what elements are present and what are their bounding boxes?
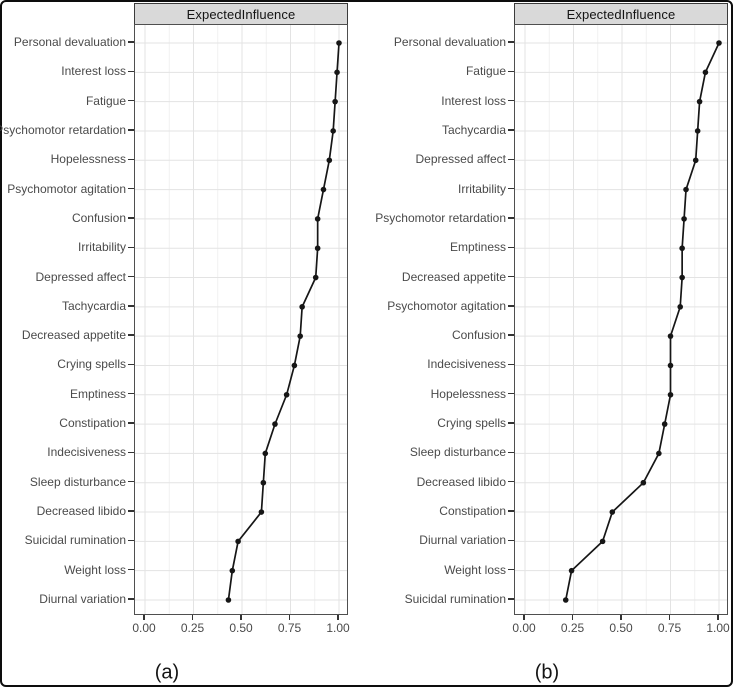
data-point (667, 391, 674, 398)
data-point (326, 157, 333, 164)
x-axis-tick (668, 615, 671, 620)
y-axis-label: Fatigue (465, 64, 506, 79)
x-axis-label: 0.00 (512, 621, 536, 635)
data-point (694, 128, 701, 134)
data-point (283, 391, 290, 398)
data-point (667, 333, 674, 339)
y-axis-label: Weight loss (444, 562, 506, 577)
y-axis-label: Confusion (451, 328, 506, 343)
data-point (312, 274, 319, 281)
y-axis-label: Crying spells (437, 416, 506, 431)
data-point (291, 362, 298, 369)
data-point (716, 40, 722, 46)
x-axis-tick (717, 615, 719, 620)
data-point (332, 98, 338, 105)
plot-panel (514, 24, 728, 615)
y-axis-label: Irritability (457, 181, 506, 196)
data-point (260, 479, 267, 486)
data-point (681, 216, 687, 222)
centrality-line (564, 42, 720, 601)
data-point (334, 69, 340, 76)
data-point (262, 450, 269, 457)
facet-strip: ExpectedInfluence (514, 3, 728, 25)
data-point (692, 157, 699, 164)
data-point (272, 421, 278, 427)
x-axis-tick (620, 615, 622, 620)
data-point (677, 304, 683, 310)
data-point (299, 304, 305, 310)
y-axis-label: Interest loss (441, 93, 506, 108)
data-point (330, 128, 336, 134)
data-point (679, 245, 685, 252)
data-point (568, 567, 575, 574)
data-point (656, 450, 662, 457)
data-point (667, 362, 674, 369)
y-axis-label: Constipation (439, 504, 506, 519)
data-point (609, 509, 616, 515)
data-point (229, 567, 236, 574)
facet-strip: ExpectedInfluence (134, 3, 348, 25)
y-axis-label: Indecisiveness (427, 357, 506, 372)
y-axis-label: Suicidal rumination (404, 592, 506, 606)
facet-strip-title: ExpectedInfluence (566, 6, 676, 22)
data-point (225, 597, 232, 603)
data-point (314, 216, 321, 222)
centrality-line (227, 42, 340, 601)
plot-panel (134, 24, 348, 615)
data-point (297, 333, 303, 339)
subfigure-caption-b: (b) (534, 661, 560, 684)
data-point (258, 509, 265, 515)
data-point (314, 245, 321, 252)
subfigure-caption-a: (a) (154, 661, 180, 684)
y-axis-label: Decreased appetite (401, 269, 506, 284)
y-axis-label: Depressed affect (415, 152, 507, 167)
y-axis-label: Hopelessness (430, 386, 506, 401)
data-point (679, 274, 685, 281)
data-point (640, 479, 647, 486)
data-point (599, 538, 606, 545)
data-point (702, 69, 709, 76)
x-axis-label: 1.00 (706, 621, 730, 635)
x-axis-label: 0.50 (609, 621, 633, 635)
y-axis-label: Sleep disturbance (409, 445, 506, 460)
y-axis-label: Tachycardia (441, 122, 506, 137)
data-point (336, 40, 342, 46)
data-point (562, 597, 569, 603)
data-point (696, 98, 703, 105)
data-point (683, 186, 689, 193)
facet-strip-title: ExpectedInfluence (186, 6, 296, 22)
y-axis-label: Psychomotor agitation (387, 298, 506, 313)
y-axis-label: Diurnal variation (419, 533, 506, 548)
data-point (661, 421, 668, 427)
data-point (320, 186, 327, 193)
y-axis-label: Psychomotor retardation (375, 210, 506, 225)
x-axis-label: 0.25 (560, 621, 585, 635)
y-axis-label: Personal devaluation (393, 35, 506, 49)
x-axis-label: 0.75 (657, 621, 682, 635)
y-axis-label: Emptiness (449, 240, 506, 255)
x-axis-tick (523, 615, 525, 620)
x-axis-tick (571, 615, 574, 620)
data-point (235, 538, 241, 545)
y-axis-label: Decreased libido (416, 474, 506, 489)
